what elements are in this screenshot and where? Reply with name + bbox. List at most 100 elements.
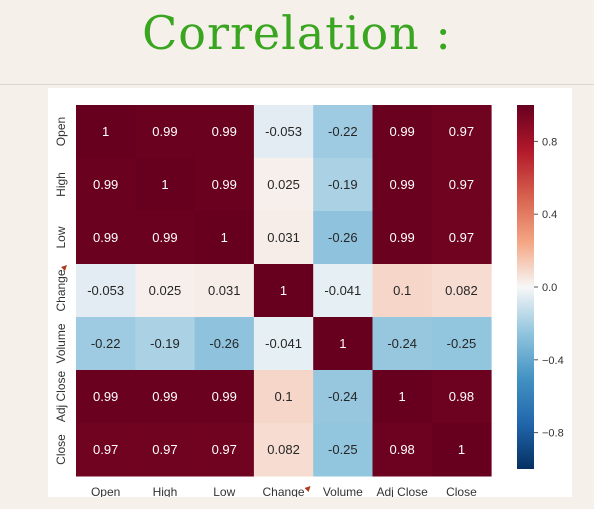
- cell-value-label: 0.99: [152, 124, 177, 139]
- heatmap-cell: [194, 317, 255, 371]
- heatmap-cell: [313, 211, 373, 265]
- heatmap-cell: [76, 105, 136, 159]
- cell-value-label: 0.99: [152, 389, 177, 404]
- heatmap-cell: [313, 105, 373, 159]
- heatmap-cell: [372, 211, 433, 265]
- y-tick-label: Adj Close: [54, 370, 68, 422]
- cell-value-label: -0.25: [447, 336, 477, 351]
- cell-value-label: 0.99: [212, 124, 237, 139]
- heatmap-cell: [431, 158, 492, 212]
- cell-value-label: 0.99: [389, 124, 414, 139]
- heatmap-cell: [372, 264, 433, 318]
- heatmap-cell: [313, 423, 373, 477]
- heatmap-cell: [253, 317, 314, 371]
- cell-value-label: -0.26: [328, 230, 358, 245]
- heatmap-cell: [194, 211, 255, 265]
- page-title: Correlation :: [142, 6, 452, 60]
- cell-value-label: 0.025: [267, 177, 300, 192]
- heatmap-cell: [76, 264, 136, 318]
- heatmap-cell: [313, 264, 373, 318]
- y-tick-label: Change: [54, 269, 68, 311]
- heatmap-cell: [76, 317, 136, 371]
- cell-value-label: -0.041: [324, 283, 361, 298]
- cell-value-label: 1: [280, 283, 287, 298]
- cell-value-label: 0.99: [93, 389, 118, 404]
- change-label-marker-icon: [61, 265, 67, 271]
- cell-value-label: 1: [399, 389, 406, 404]
- heatmap-cell: [372, 158, 433, 212]
- cell-value-label: 1: [161, 177, 168, 192]
- cell-value-label: 0.97: [212, 442, 237, 457]
- cell-value-label: 0.97: [449, 230, 474, 245]
- heatmap-cell: [253, 264, 314, 318]
- cell-value-label: 0.98: [449, 389, 474, 404]
- heatmap-cell: [313, 370, 373, 424]
- cell-value-label: -0.053: [87, 283, 124, 298]
- colorbar-tick-label: −0.4: [542, 355, 564, 367]
- cell-value-label: 0.031: [267, 230, 300, 245]
- colorbar-tick-label: 0.4: [542, 209, 557, 221]
- heatmap-cell: [372, 370, 433, 424]
- marker-shape: [304, 486, 311, 492]
- heatmap-cell: [76, 158, 136, 212]
- cell-value-label: 0.97: [449, 177, 474, 192]
- cell-value-label: 1: [102, 124, 109, 139]
- cell-value-label: -0.22: [328, 124, 358, 139]
- colorbar-tick-label: 0.0: [542, 282, 557, 294]
- y-tick-label: Low: [54, 226, 68, 248]
- heatmap-cell: [135, 317, 196, 371]
- cell-value-label: 0.97: [449, 124, 474, 139]
- heatmap-cell: [431, 370, 492, 424]
- cell-value-label: 0.082: [267, 442, 300, 457]
- title-divider: [0, 84, 594, 85]
- heatmap-cell: [194, 105, 255, 159]
- heatmap-cell: [194, 423, 255, 477]
- cell-value-label: -0.22: [91, 336, 121, 351]
- colorbar-tick-label: −0.8: [542, 428, 564, 440]
- heatmap-cell: [135, 211, 196, 265]
- heatmap-cell: [194, 264, 255, 318]
- heatmap-cell: [253, 158, 314, 212]
- cell-value-label: -0.25: [328, 442, 358, 457]
- heatmap-cell: [372, 105, 433, 159]
- heatmap-cell: [135, 158, 196, 212]
- x-tick-label: Change: [263, 485, 305, 497]
- cell-value-label: -0.26: [209, 336, 239, 351]
- y-tick-label: Close: [54, 434, 68, 465]
- cell-value-label: 0.025: [149, 283, 182, 298]
- heatmap-cell: [253, 211, 314, 265]
- cell-value-label: -0.24: [387, 336, 417, 351]
- cell-value-label: 0.99: [93, 177, 118, 192]
- heatmap-cell: [76, 423, 136, 477]
- cell-value-label: 0.97: [152, 442, 177, 457]
- x-tick-label: Volume: [323, 485, 363, 497]
- heatmap-cell: [431, 423, 492, 477]
- heatmap-cell: [253, 105, 314, 159]
- heatmap-panel: 1 0.99 0.99 -0.053 -0.22 0.99 0.97 0.99 1 0.99 0.0…: [48, 88, 572, 497]
- cell-value-label: 0.99: [212, 389, 237, 404]
- heatmap-cell: [76, 370, 136, 424]
- heatmap-cell: [135, 370, 196, 424]
- heatmap-cell: [431, 211, 492, 265]
- heatmap-cell: [135, 264, 196, 318]
- cell-value-label: 0.99: [93, 230, 118, 245]
- y-tick-label: Open: [54, 117, 68, 146]
- marker-shape: [61, 265, 67, 271]
- cell-value-label: 0.99: [389, 177, 414, 192]
- heatmap-cell: [194, 158, 255, 212]
- colorbar-tick-label: 0.8: [542, 136, 557, 148]
- colorbar: [517, 105, 534, 469]
- correlation-heatmap: 1 0.99 0.99 -0.053 -0.22 0.99 0.97 0.99 1 0.99 0.0…: [54, 105, 564, 497]
- cell-value-label: -0.24: [328, 389, 358, 404]
- cell-value-label: 0.99: [389, 230, 414, 245]
- heatmap-cell: [313, 158, 373, 212]
- heatmap-cell: [253, 370, 314, 424]
- heatmap-cell: [135, 105, 196, 159]
- cell-value-label: 0.1: [275, 389, 293, 404]
- cell-value-label: 0.99: [152, 230, 177, 245]
- change-label-marker-icon: [304, 486, 311, 492]
- heatmap-cell: [431, 264, 492, 318]
- y-tick-label: Volume: [54, 323, 68, 363]
- x-tick-label: Open: [91, 485, 120, 497]
- heatmap-cell: [313, 317, 373, 371]
